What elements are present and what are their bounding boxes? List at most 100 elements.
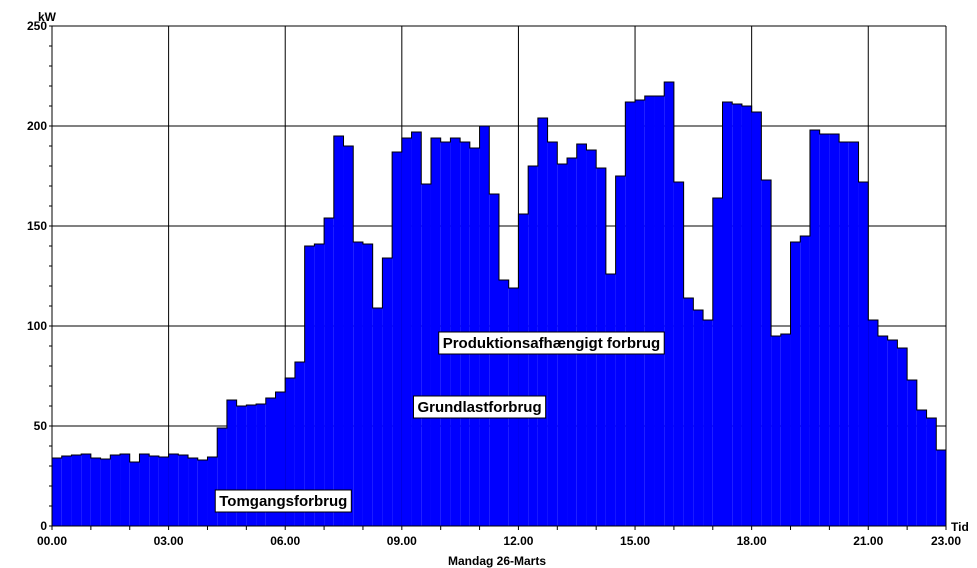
bar — [644, 96, 655, 526]
bar — [761, 180, 772, 526]
bar — [304, 246, 315, 526]
bar — [294, 362, 305, 526]
bar — [800, 236, 810, 526]
annotation-label: Produktionsafhængigt forbrug — [443, 335, 660, 352]
y-tick-labels: 0 50 100 150 200 250 — [27, 19, 47, 533]
bar — [139, 454, 150, 526]
bar — [197, 460, 208, 526]
y-tick-label: 150 — [27, 219, 47, 233]
bar — [877, 336, 888, 526]
bar — [848, 142, 859, 526]
y-axis-label: kW — [38, 10, 57, 24]
bar — [635, 100, 645, 526]
bar — [275, 392, 286, 526]
x-tick-label: 18.00 — [737, 534, 767, 548]
bar — [188, 458, 198, 526]
bar — [343, 146, 354, 526]
bar — [703, 320, 713, 526]
annotation-box — [214, 489, 352, 513]
bar — [392, 152, 402, 526]
y-tick-label: 0 — [40, 519, 47, 533]
bar — [421, 184, 431, 526]
bar — [664, 82, 674, 526]
bar — [771, 336, 781, 526]
bar — [90, 458, 101, 526]
y-tick-label: 100 — [27, 319, 47, 333]
x-tick-label: 23.00 — [931, 534, 961, 548]
x-tick-label: 21.00 — [853, 534, 883, 548]
bar — [605, 274, 616, 526]
bar — [207, 457, 218, 526]
bar — [217, 428, 227, 526]
bar — [120, 454, 130, 526]
bar — [819, 134, 830, 526]
x-tick-labels: 00.00 03.00 06.00 09.00 12.00 15.00 18.00 21.00… — [37, 534, 961, 548]
bar — [100, 459, 111, 526]
bar — [314, 244, 325, 526]
bar — [897, 348, 908, 526]
bar — [654, 96, 665, 526]
annotation-label: Grundlastforbrug — [417, 399, 541, 416]
bar — [285, 378, 295, 526]
bar — [71, 455, 82, 526]
bar — [52, 458, 62, 526]
bar — [907, 380, 917, 526]
x-tick-label: 03.00 — [154, 534, 184, 548]
bar — [518, 214, 529, 526]
bar — [712, 198, 723, 526]
x-tick-label: 00.00 — [37, 534, 67, 548]
bar — [353, 242, 363, 526]
bar — [265, 398, 276, 526]
bar — [61, 456, 72, 526]
bar — [110, 455, 121, 526]
bar — [809, 130, 820, 526]
x-tick-label: 15.00 — [620, 534, 650, 548]
bar — [732, 104, 742, 526]
bar — [839, 142, 849, 526]
y-tick-label: 250 — [27, 19, 47, 33]
bar — [479, 126, 490, 526]
annotation-box — [438, 331, 665, 355]
bar — [887, 340, 898, 526]
bar — [372, 308, 383, 526]
bar — [149, 456, 159, 526]
bar — [673, 182, 684, 526]
annotation-box — [412, 395, 547, 419]
bar — [790, 242, 801, 526]
bar — [81, 454, 91, 526]
chart-subtitle: Mandag 26-Marts — [448, 554, 546, 568]
annotations: Produktionsafhængigt forbrug Grundlastfor… — [214, 331, 665, 513]
bar — [382, 258, 393, 526]
bar — [362, 244, 373, 526]
bar — [489, 194, 499, 526]
bar — [858, 182, 869, 526]
axes — [49, 25, 947, 530]
y-tick-label: 200 — [27, 119, 47, 133]
annotation: Produktionsafhængigt forbrug — [438, 331, 665, 355]
x-tick-label: 09.00 — [387, 534, 417, 548]
bar — [226, 400, 237, 526]
bar — [333, 136, 344, 526]
bar — [693, 310, 704, 526]
bar — [411, 132, 422, 526]
bar — [780, 334, 791, 526]
bar — [178, 455, 189, 526]
bar-outline — [51, 81, 947, 526]
bar — [401, 138, 412, 526]
bar — [751, 112, 762, 526]
annotation-label: Tomgangsforbrug — [219, 493, 347, 510]
x-tick-label: 12.00 — [503, 534, 533, 548]
bar — [246, 405, 257, 526]
x-axis-label: Tid — [951, 520, 969, 534]
bar — [829, 134, 840, 526]
bar — [741, 106, 752, 526]
annotation: Grundlastforbrug — [412, 395, 547, 419]
y-tick-label: 50 — [34, 419, 48, 433]
bar — [129, 462, 140, 526]
bar — [936, 450, 946, 526]
bar — [916, 410, 927, 526]
bar — [236, 406, 247, 526]
bar — [683, 298, 694, 526]
bar — [625, 102, 636, 526]
